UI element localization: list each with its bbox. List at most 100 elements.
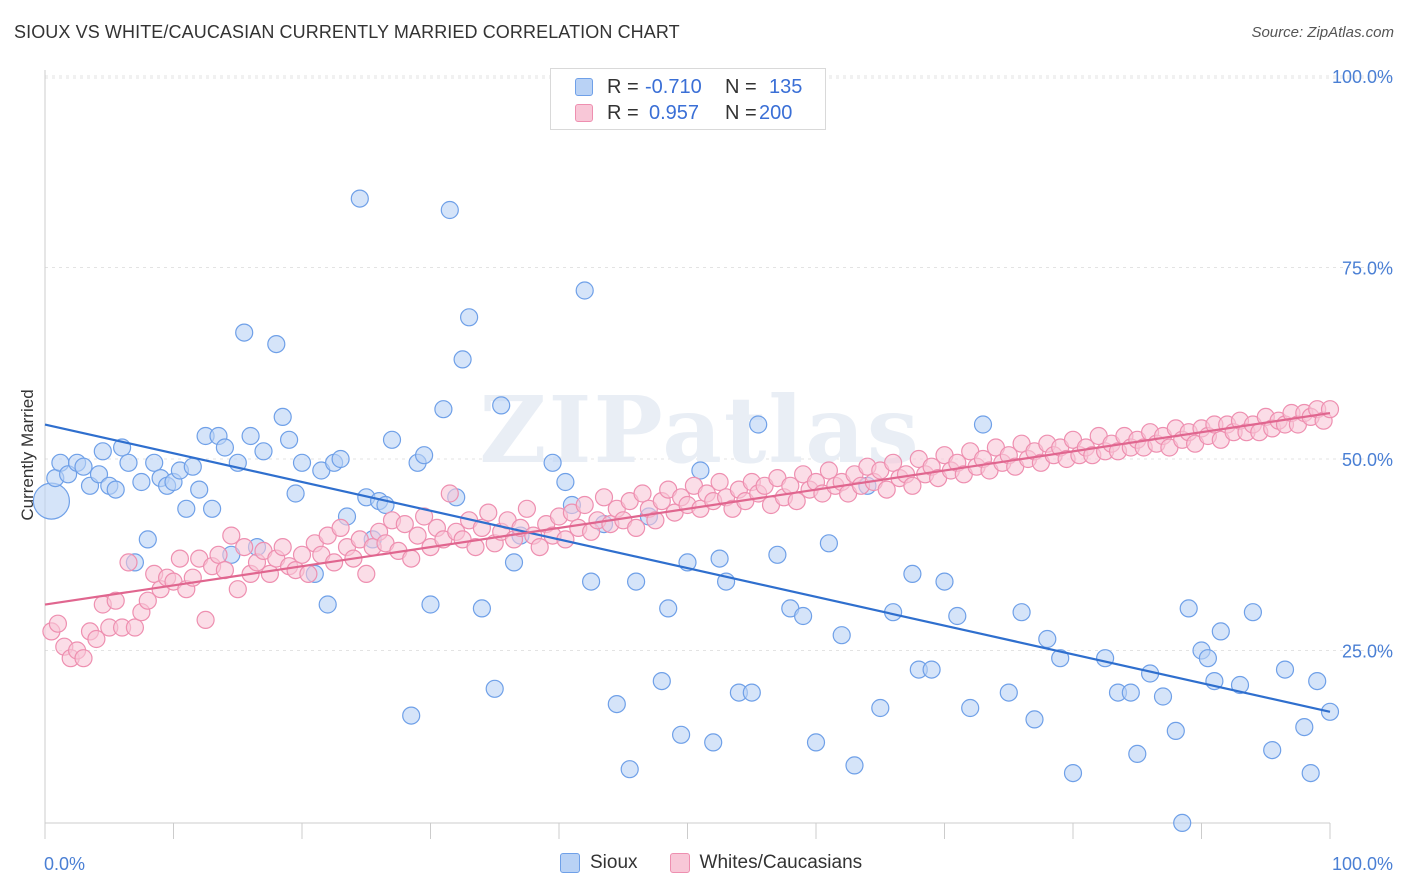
sioux-point-23 — [190, 480, 209, 499]
y-tick-label-2: 75.0% — [1342, 259, 1393, 279]
white-point-1 — [48, 614, 68, 633]
sioux-point-117 — [1179, 599, 1198, 618]
sioux-point-111 — [1121, 683, 1140, 702]
white-point-30 — [235, 537, 254, 557]
sioux-point-105 — [1025, 710, 1044, 729]
x-tick-label-1: 100.0% — [1332, 854, 1393, 874]
white-point-86 — [594, 488, 614, 507]
legend-row-white: R = 0.957 N = 200 — [575, 100, 792, 126]
sioux-point-60 — [472, 599, 491, 618]
series-legend-sioux: Sioux — [560, 852, 638, 874]
white-point-91 — [626, 518, 646, 538]
white-point-56 — [402, 549, 421, 568]
sioux-point-61 — [485, 679, 504, 698]
sioux-point-45 — [350, 189, 369, 208]
white-point-130 — [877, 480, 896, 499]
sioux-point-58 — [453, 350, 472, 369]
sioux-point-121 — [1211, 622, 1230, 641]
sioux-point-59 — [460, 308, 479, 327]
sioux-point-127 — [1301, 763, 1320, 783]
white-point-12 — [119, 553, 138, 572]
white-point-199 — [1320, 400, 1340, 419]
white-point-15 — [138, 591, 157, 610]
white-point-62 — [440, 484, 459, 503]
sioux-point-38 — [292, 453, 312, 472]
white-point-34 — [260, 564, 279, 584]
sioux-point-37 — [286, 484, 305, 503]
white-point-20 — [170, 549, 189, 568]
sioux-point-55 — [434, 400, 453, 419]
sioux-point-50 — [382, 430, 402, 449]
sioux-point-115 — [1166, 721, 1185, 741]
sioux-point-31 — [241, 426, 260, 446]
sioux-point-114 — [1153, 687, 1173, 706]
sioux-point-116 — [1173, 813, 1192, 833]
white-point-5 — [74, 649, 93, 668]
sioux-point-25 — [203, 499, 222, 518]
white-point-7 — [87, 629, 106, 649]
sioux-point-33 — [254, 442, 273, 461]
sioux-point-90 — [819, 534, 839, 553]
white-point-40 — [299, 564, 318, 584]
sioux-point-5 — [74, 457, 93, 476]
white-point-66 — [466, 537, 485, 557]
trend-lines — [44, 411, 1331, 713]
sioux-point-76 — [659, 599, 678, 618]
series-label-white: Whites/Caucasians — [699, 852, 863, 873]
axes — [44, 70, 1331, 839]
white-point-57 — [408, 526, 427, 545]
white-point-26 — [209, 545, 228, 564]
y-tick-label-1: 50.0% — [1342, 450, 1393, 470]
sioux-point-126 — [1295, 717, 1314, 737]
white-point-76 — [530, 537, 549, 557]
y-tick-labels: 25.0% 50.0% 75.0% 100.0% — [1332, 67, 1393, 662]
white-point-121 — [819, 461, 839, 480]
sioux-point-22 — [183, 457, 202, 476]
sioux-point-128 — [1308, 671, 1327, 691]
sioux-point-30 — [235, 323, 254, 342]
sioux-point-81 — [710, 549, 729, 568]
sioux-trend-line — [44, 423, 1331, 713]
series-legend: Sioux Whites/Caucasians — [560, 852, 894, 874]
sioux-point-84 — [742, 683, 761, 702]
legend-n-label: N = — [725, 75, 757, 98]
sioux-point-71 — [607, 694, 626, 714]
white-point-58 — [415, 507, 434, 526]
sioux-point-102 — [973, 415, 993, 434]
white-trend-line — [44, 411, 1331, 606]
legend-r-label: R = — [607, 101, 639, 124]
sioux-point-86 — [768, 545, 787, 564]
sioux-point-34 — [267, 335, 286, 354]
sioux-point-119 — [1198, 649, 1218, 668]
sioux-point-56 — [440, 200, 459, 220]
sioux-point-43 — [331, 449, 350, 469]
series-swatch-white — [669, 853, 690, 873]
white-point-49 — [357, 564, 376, 584]
series-legend-white: Whites/Caucasians — [669, 852, 863, 874]
sioux-point-122 — [1230, 675, 1250, 695]
sioux-point-35 — [273, 407, 292, 426]
legend-n-value: 135 — [769, 75, 803, 98]
sioux-point-108 — [1063, 763, 1083, 783]
sioux-point-104 — [1012, 603, 1031, 622]
legend-r-label: R = — [607, 75, 639, 98]
sioux-point-88 — [793, 606, 813, 626]
legend-swatch-white — [575, 104, 593, 122]
sioux-point-103 — [999, 683, 1018, 702]
legend-r-value: 0.957 — [649, 101, 700, 124]
white-point-10 — [106, 591, 125, 610]
sioux-point-65 — [543, 453, 562, 472]
white-point-39 — [292, 545, 312, 564]
chart-title: SIOUX VS WHITE/CAUCASIAN CURRENTLY MARRI… — [14, 22, 680, 42]
series-swatch-sioux — [560, 853, 580, 873]
white-point-92 — [633, 484, 652, 503]
legend-n-value: 200 — [759, 101, 793, 124]
sioux-point-10 — [106, 480, 125, 499]
sioux-point-12 — [119, 453, 138, 472]
sioux-point-94 — [871, 698, 890, 718]
white-point-36 — [273, 537, 292, 557]
correlation-legend: R = -0.710 N = 135 R = 0.957 N = 200 — [550, 68, 826, 130]
white-point-131 — [883, 453, 903, 472]
sioux-point-73 — [626, 572, 646, 591]
